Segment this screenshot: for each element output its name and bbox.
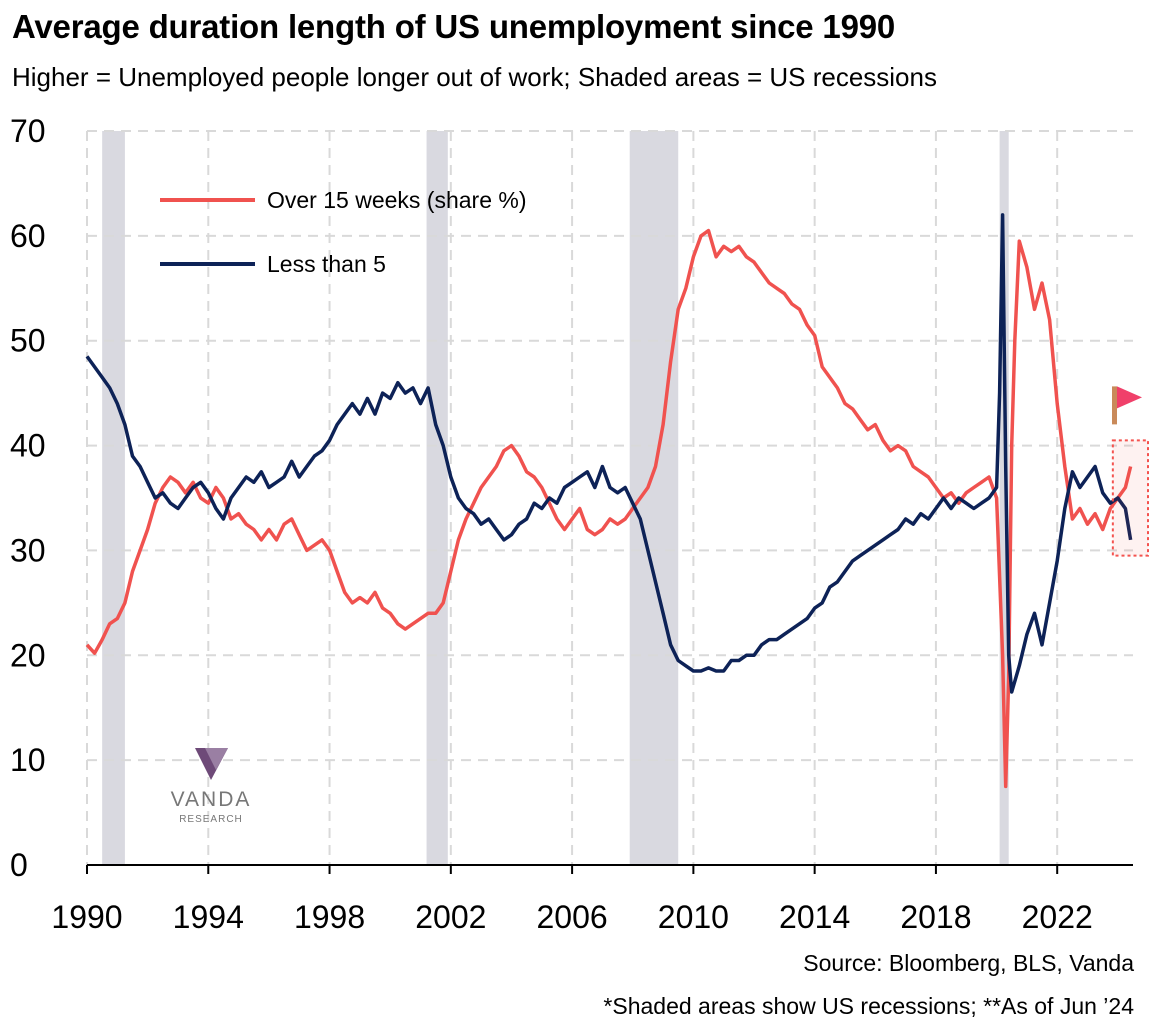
y-tick-label: 40 bbox=[10, 428, 46, 464]
series-line-over15 bbox=[85, 228, 1133, 789]
x-tick-label: 2010 bbox=[658, 899, 729, 935]
recession-band bbox=[426, 131, 448, 865]
vanda-logo: VANDA RESEARCH bbox=[171, 748, 252, 825]
y-tick-label: 0 bbox=[10, 847, 28, 883]
y-tick-label: 50 bbox=[10, 323, 46, 359]
source-note: Source: Bloomberg, BLS, Vanda bbox=[803, 950, 1134, 976]
grid-lines bbox=[86, 130, 1133, 865]
x-tick-label: 1994 bbox=[173, 899, 244, 935]
y-tick-label: 10 bbox=[10, 742, 46, 778]
series-line-less5 bbox=[85, 213, 1133, 694]
latest-highlight-box bbox=[1111, 439, 1149, 557]
recession-band bbox=[102, 131, 125, 865]
recession-bands bbox=[102, 131, 1009, 865]
legend-label-over15: Over 15 weeks (share %) bbox=[267, 187, 526, 213]
y-tick-label: 70 bbox=[10, 113, 46, 149]
recession-band bbox=[999, 131, 1009, 865]
y-tick-label: 20 bbox=[10, 637, 46, 673]
legend-label-less5: Less than 5 bbox=[267, 251, 386, 277]
logo-name: VANDA bbox=[171, 788, 252, 811]
flag-pole bbox=[1112, 386, 1117, 425]
recession-band bbox=[629, 131, 679, 865]
vanda-logo-mark-highlight bbox=[205, 748, 228, 770]
x-tick-label: 2002 bbox=[415, 899, 486, 935]
chart-title: Average duration length of US unemployme… bbox=[12, 8, 896, 45]
x-tick-label: 1990 bbox=[51, 899, 122, 935]
y-tick-label: 30 bbox=[10, 532, 46, 568]
x-tick-label: 1998 bbox=[294, 899, 365, 935]
x-tick-label: 2018 bbox=[900, 899, 971, 935]
annotations bbox=[1111, 386, 1149, 557]
footnote: *Shaded areas show US recessions; **As o… bbox=[603, 993, 1134, 1019]
x-tick-label: 2006 bbox=[537, 899, 608, 935]
chart-subtitle: Higher = Unemployed people longer out of… bbox=[12, 62, 937, 92]
logo-tagline: RESEARCH bbox=[179, 814, 243, 825]
y-tick-label: 60 bbox=[10, 218, 46, 254]
x-tick-label: 2022 bbox=[1022, 899, 1093, 935]
flag-icon bbox=[1117, 386, 1142, 409]
y-axis-ticks: 0 10 20 30 40 50 60 70 bbox=[10, 113, 46, 883]
x-tick-label: 2014 bbox=[779, 899, 850, 935]
series-lines bbox=[85, 213, 1133, 789]
legend: Over 15 weeks (share %) Less than 5 bbox=[160, 187, 526, 277]
x-axis: 1990 1994 1998 2002 2006 2010 2014 2018 2022 bbox=[51, 864, 1133, 935]
